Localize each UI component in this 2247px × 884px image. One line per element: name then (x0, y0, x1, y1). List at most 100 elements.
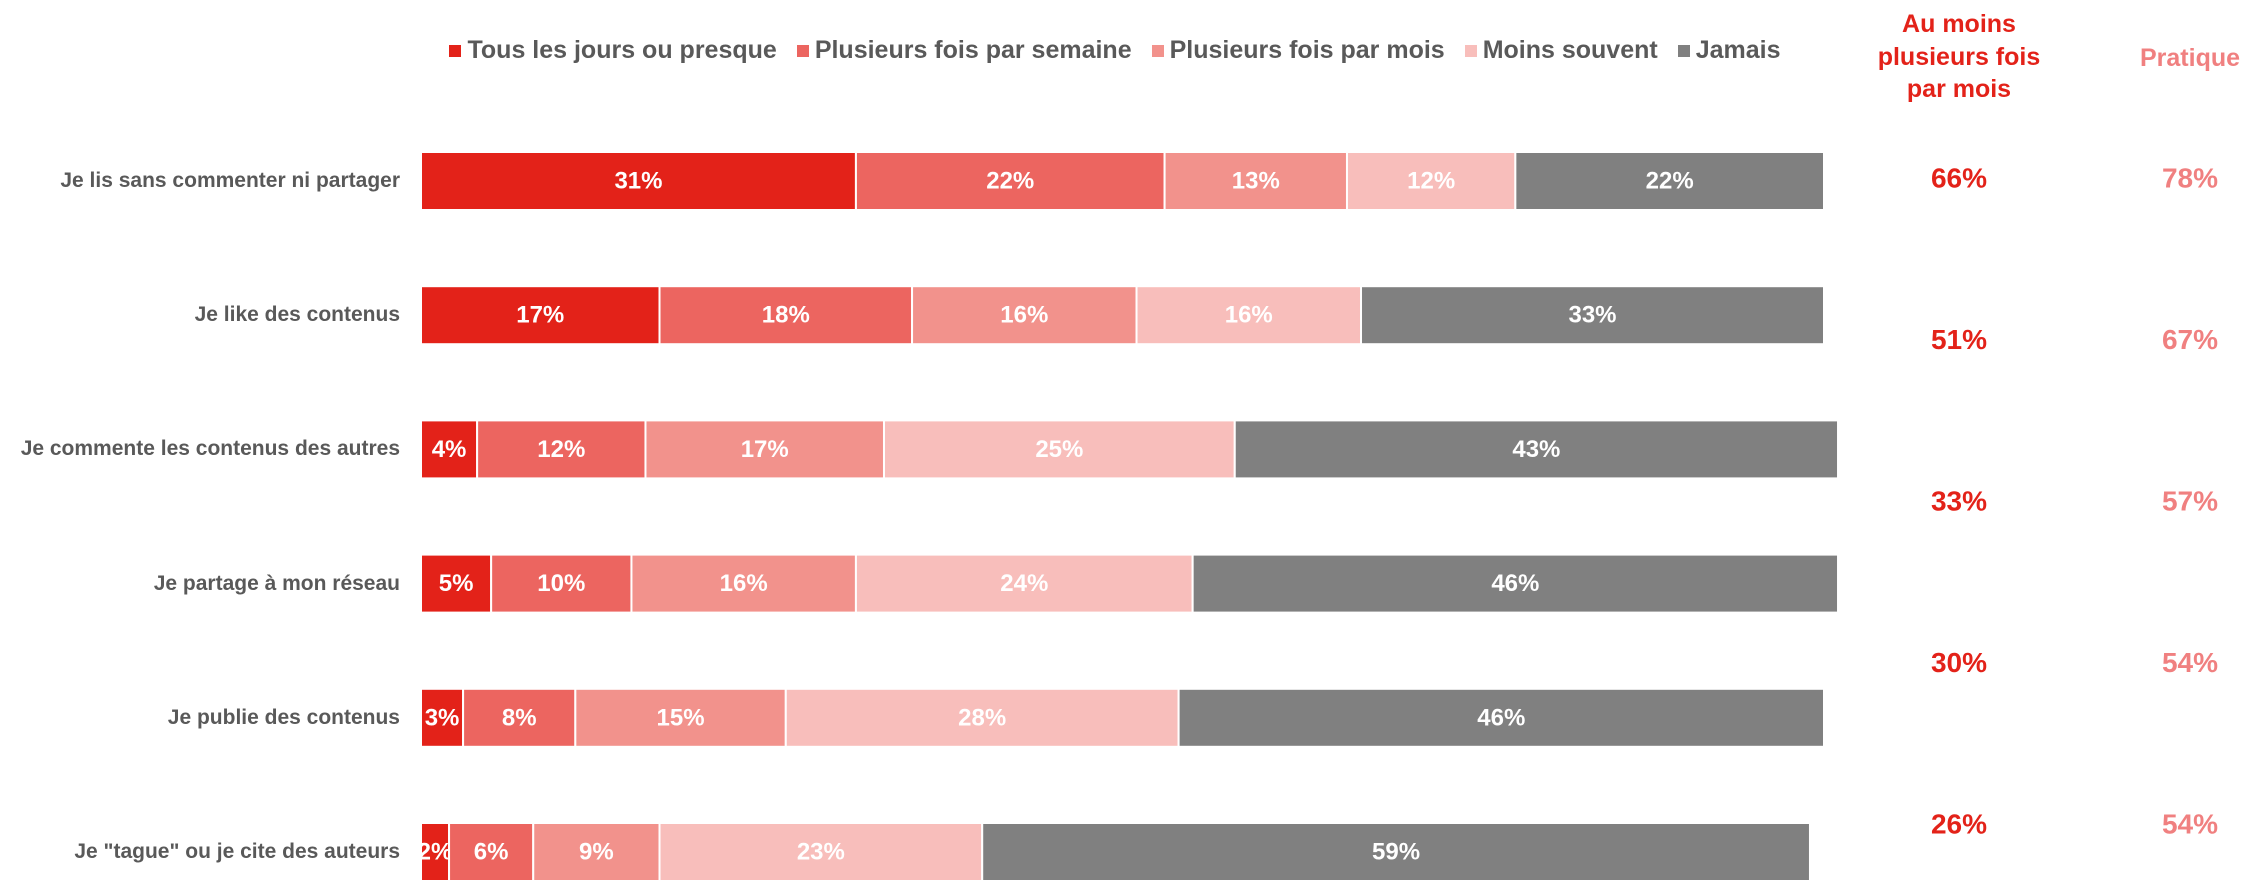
summary-value: 30% (1931, 647, 1987, 678)
category-label: Je like des contenus (0, 285, 400, 345)
bar-segment (1135, 285, 1363, 346)
data-label: 25% (1035, 436, 1083, 463)
category-text: Je publie des contenus (167, 705, 400, 729)
bar-segment (630, 553, 857, 614)
summary-value: 78% (2162, 163, 2218, 194)
data-label: 24% (1000, 570, 1048, 597)
bar-segment (420, 151, 857, 211)
legend-swatch (796, 44, 809, 57)
data-label: 23% (797, 839, 845, 866)
data-label: 22% (1646, 168, 1694, 195)
summary-value: 33% (1931, 486, 1987, 517)
data-label: 2% (418, 839, 453, 866)
summary-value: 26% (1931, 809, 1987, 840)
bar-segment (1345, 151, 1517, 211)
bar-segment (1177, 687, 1825, 748)
category-text: Je partage à mon réseau (153, 571, 400, 595)
data-label: 12% (1407, 168, 1455, 195)
bar-segment (644, 419, 885, 480)
legend-swatch (1677, 44, 1690, 57)
category-text: Je lis sans commenter ni partager (60, 168, 400, 192)
data-label: 9% (579, 839, 614, 866)
data-label: 16% (720, 570, 768, 597)
bar-segment (476, 419, 647, 480)
bar-segment (420, 687, 465, 748)
bar-segment (1233, 419, 1840, 480)
bar-segment (1514, 151, 1825, 211)
data-label: 59% (1372, 839, 1420, 866)
category-label: Je "tague" ou je cite des auteurs (0, 822, 400, 882)
legend-label: Tous les jours ou presque (467, 36, 777, 64)
category-label: Je publie des contenus (0, 688, 400, 748)
data-label: 16% (1000, 302, 1048, 329)
data-label: 18% (762, 302, 810, 329)
summary-value: 57% (2162, 486, 2218, 517)
legend-label: Plusieurs fois par semaine (814, 36, 1132, 64)
data-label: 5% (439, 570, 474, 597)
data-label: 46% (1477, 704, 1525, 731)
bar-segment (1191, 553, 1840, 614)
category-text: Je like des contenus (194, 303, 400, 327)
category-text: Je "tague" ou je cite des auteurs (74, 839, 400, 863)
bar-segment (532, 822, 661, 882)
bar-segment (574, 687, 787, 748)
bar-segment (981, 822, 1811, 882)
legend: Tous les jours ou presque Plusieurs fois … (405, 36, 1825, 65)
legend-swatch (1151, 44, 1164, 57)
category-text: Je commente les contenus des autres (20, 437, 400, 461)
category-label: Je commente les contenus des autres (0, 419, 400, 479)
legend-item: Plusieurs fois par semaine (796, 36, 1132, 65)
data-label: 31% (614, 168, 662, 195)
data-label: 16% (1225, 302, 1273, 329)
bar-segment (854, 553, 1194, 614)
bar-segment (1360, 285, 1825, 346)
legend-swatch (449, 44, 462, 57)
summary-value: 66% (1931, 163, 1987, 194)
legend-item: Moins souvent (1464, 36, 1658, 65)
legend-swatch (1464, 44, 1477, 57)
category-label: Je lis sans commenter ni partager (0, 151, 400, 211)
data-label: 46% (1491, 570, 1539, 597)
legend-label: Moins souvent (1482, 36, 1658, 64)
bar-segment (882, 419, 1236, 480)
data-label: 17% (516, 302, 564, 329)
summary-value: 67% (2162, 324, 2218, 355)
data-label: 10% (537, 570, 585, 597)
legend-label: Plusieurs fois par mois (1169, 36, 1445, 64)
data-label: 28% (958, 704, 1006, 731)
legend-item: Jamais (1677, 36, 1781, 65)
data-label: 13% (1232, 168, 1280, 195)
bar-segment (658, 285, 914, 346)
summary-value: 54% (2162, 809, 2218, 840)
bar-segment (854, 151, 1166, 211)
data-label: 8% (502, 704, 537, 731)
legend-label: Jamais (1695, 36, 1781, 64)
bar-segment (448, 822, 535, 882)
data-label: 33% (1568, 302, 1616, 329)
data-label: 3% (425, 704, 460, 731)
summary-value: 54% (2162, 647, 2218, 678)
data-label: 22% (986, 168, 1034, 195)
data-label: 4% (432, 436, 467, 463)
bar-segment (911, 285, 1138, 346)
data-label: 12% (537, 436, 585, 463)
bar-segment (658, 822, 984, 882)
legend-item: Plusieurs fois par mois (1151, 36, 1445, 65)
category-label: Je partage à mon réseau (0, 554, 400, 614)
summary-value: 51% (1931, 324, 1987, 355)
bar-segment (420, 419, 479, 480)
bar-segment (420, 285, 661, 346)
data-label: 15% (657, 704, 705, 731)
data-label: 6% (474, 839, 509, 866)
bar-segment (420, 553, 493, 614)
bar-segment (420, 822, 451, 882)
bar-segment (462, 687, 577, 748)
bar-segment (490, 553, 633, 614)
data-label: 17% (741, 436, 789, 463)
column-title: Au moins plusieurs fois par mois (1877, 10, 2041, 103)
bar-segment (1163, 151, 1348, 211)
column-title: Pratique (2139, 44, 2241, 72)
legend-item: Tous les jours ou presque (449, 36, 777, 65)
